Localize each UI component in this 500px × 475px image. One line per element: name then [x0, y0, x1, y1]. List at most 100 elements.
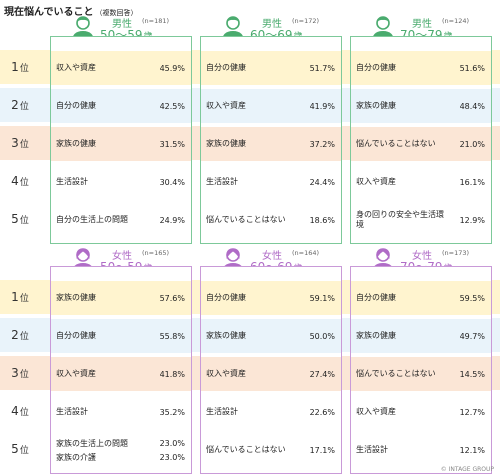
gender-label: 男性: [412, 19, 432, 30]
item-label: 生活設計: [206, 177, 238, 186]
group-panel: 家族の健康 57.6% 自分の健康 55.8% 収入や資産 41.8% 生活設計 35.2% 家…: [50, 266, 192, 474]
ranking-item: 生活設計 35.2%: [51, 395, 191, 429]
ranking-item: 家族の健康 49.7%: [351, 319, 491, 353]
item-label: 収入や資産: [356, 177, 396, 186]
footer-credit: © INTAGE GROUP: [440, 466, 494, 473]
sample-size: (n=172): [292, 17, 320, 25]
page-title: 現在悩んでいること （複数回答）: [4, 3, 138, 18]
ranking-item: 自分の健康 42.5%: [51, 89, 191, 123]
ranking-item: 生活設計 12.1%: [351, 433, 491, 467]
item-percentage: 22.6%: [309, 407, 335, 417]
ranking-item: 家族の健康 50.0%: [201, 319, 341, 353]
item-label: 自分の健康: [356, 63, 396, 72]
item-percentage: 42.5%: [159, 101, 185, 111]
ranking-item: 収入や資産 45.9%: [51, 51, 191, 85]
item-label: 家族の健康: [356, 101, 396, 110]
sample-size: (n=181): [142, 17, 170, 25]
rank-suffix: 位: [19, 101, 29, 112]
item-label: 自分の健康: [56, 101, 96, 110]
gender-label: 男性: [262, 19, 282, 30]
item-percentage: 51.7%: [309, 63, 335, 73]
ranking-item: 生活設計 24.4%: [201, 165, 341, 199]
item-label: 自分の健康: [206, 63, 246, 72]
ranking-item: 家族の生活上の問題 23.0% 家族の介護 23.0%: [51, 433, 191, 467]
sample-size: (n=173): [442, 249, 470, 257]
item-label: 収入や資産: [206, 369, 246, 378]
item-percentage: 30.4%: [159, 177, 185, 187]
item-percentage: 24.4%: [309, 177, 335, 187]
item-percentage: 21.0%: [459, 139, 485, 149]
item-percentage: 12.9%: [459, 215, 485, 225]
item-label: 自分の健康: [56, 331, 96, 340]
sample-size: (n=124): [442, 17, 470, 25]
item-percentage: 41.8%: [159, 369, 185, 379]
ranking-item: 家族の健康 37.2%: [201, 127, 341, 161]
item-percentage: 50.0%: [309, 331, 335, 341]
item-label: 収入や資産: [206, 101, 246, 110]
group-panel: 収入や資産 45.9% 自分の健康 42.5% 家族の健康 31.5% 生活設計 30.4% 自…: [50, 36, 192, 244]
item-percentage: 59.5%: [459, 293, 485, 303]
item-percentage: 18.6%: [309, 215, 335, 225]
title-text: 現在悩んでいること: [4, 7, 94, 18]
item-percentage: 57.6%: [159, 293, 185, 303]
item-percentage: 23.0%: [159, 452, 185, 462]
gender-label: 女性: [262, 251, 282, 262]
ranking-item: 収入や資産 41.8%: [51, 357, 191, 391]
ranking-item: 自分の生活上の問題 24.9%: [51, 203, 191, 237]
ranking-item: 自分の健康 59.1%: [201, 281, 341, 315]
item-label: 家族の健康: [206, 331, 246, 340]
item-label: 家族の健康: [356, 331, 396, 340]
rank-suffix: 位: [19, 177, 29, 188]
rank-number: 4: [11, 404, 19, 418]
item-percentage: 59.1%: [309, 293, 335, 303]
item-label: 収入や資産: [356, 407, 396, 416]
item-label: 生活設計: [56, 177, 88, 186]
rank-number: 2: [11, 98, 19, 112]
item-percentage: 49.7%: [459, 331, 485, 341]
ranking-item: 収入や資産 41.9%: [201, 89, 341, 123]
item-percentage: 55.8%: [159, 331, 185, 341]
ranking-item: 悩んでいることはない 14.5%: [351, 357, 491, 391]
rank-suffix: 位: [19, 331, 29, 342]
item-percentage: 16.1%: [459, 177, 485, 187]
ranking-item: 収入や資産 27.4%: [201, 357, 341, 391]
tied-item: 家族の介護 23.0%: [56, 451, 185, 463]
ranking-item: 自分の健康 59.5%: [351, 281, 491, 315]
ranking-item: 生活設計 22.6%: [201, 395, 341, 429]
sample-size: (n=165): [142, 249, 170, 257]
gender-label: 女性: [112, 251, 132, 262]
rank-suffix: 位: [19, 215, 29, 226]
item-label: 家族の健康: [206, 139, 246, 148]
item-percentage: 14.5%: [459, 369, 485, 379]
item-percentage: 17.1%: [309, 445, 335, 455]
rank-number: 4: [11, 174, 19, 188]
item-label: 悩んでいることはない: [356, 369, 436, 378]
item-label: 家族の健康: [56, 293, 96, 302]
rank-number: 1: [11, 290, 19, 304]
item-label: 収入や資産: [56, 369, 96, 378]
ranking-item: 自分の健康 51.7%: [201, 51, 341, 85]
group-panel: 自分の健康 59.5% 家族の健康 49.7% 悩んでいることはない 14.5% 収入や資産…: [350, 266, 492, 474]
item-percentage: 12.1%: [459, 445, 485, 455]
rank-suffix: 位: [19, 63, 29, 74]
rank-suffix: 位: [19, 293, 29, 304]
item-label: 家族の生活上の問題: [56, 438, 128, 448]
ranking-item: 自分の健康 51.6%: [351, 51, 491, 85]
item-label: 自分の健康: [206, 293, 246, 302]
group-panel: 自分の健康 51.6% 家族の健康 48.4% 悩んでいることはない 21.0% 収入や資産…: [350, 36, 492, 244]
rank-suffix: 位: [19, 139, 29, 150]
rank-suffix: 位: [19, 407, 29, 418]
item-percentage: 48.4%: [459, 101, 485, 111]
gender-label: 女性: [412, 251, 432, 262]
ranking-item: 悩んでいることはない 18.6%: [201, 203, 341, 237]
item-percentage: 37.2%: [309, 139, 335, 149]
ranking-item: 悩んでいることはない 17.1%: [201, 433, 341, 467]
ranking-item: 身の回りの安全や生活環境 12.9%: [351, 203, 491, 237]
ranking-item: 収入や資産 12.7%: [351, 395, 491, 429]
item-label: 悩んでいることはない: [356, 139, 436, 148]
